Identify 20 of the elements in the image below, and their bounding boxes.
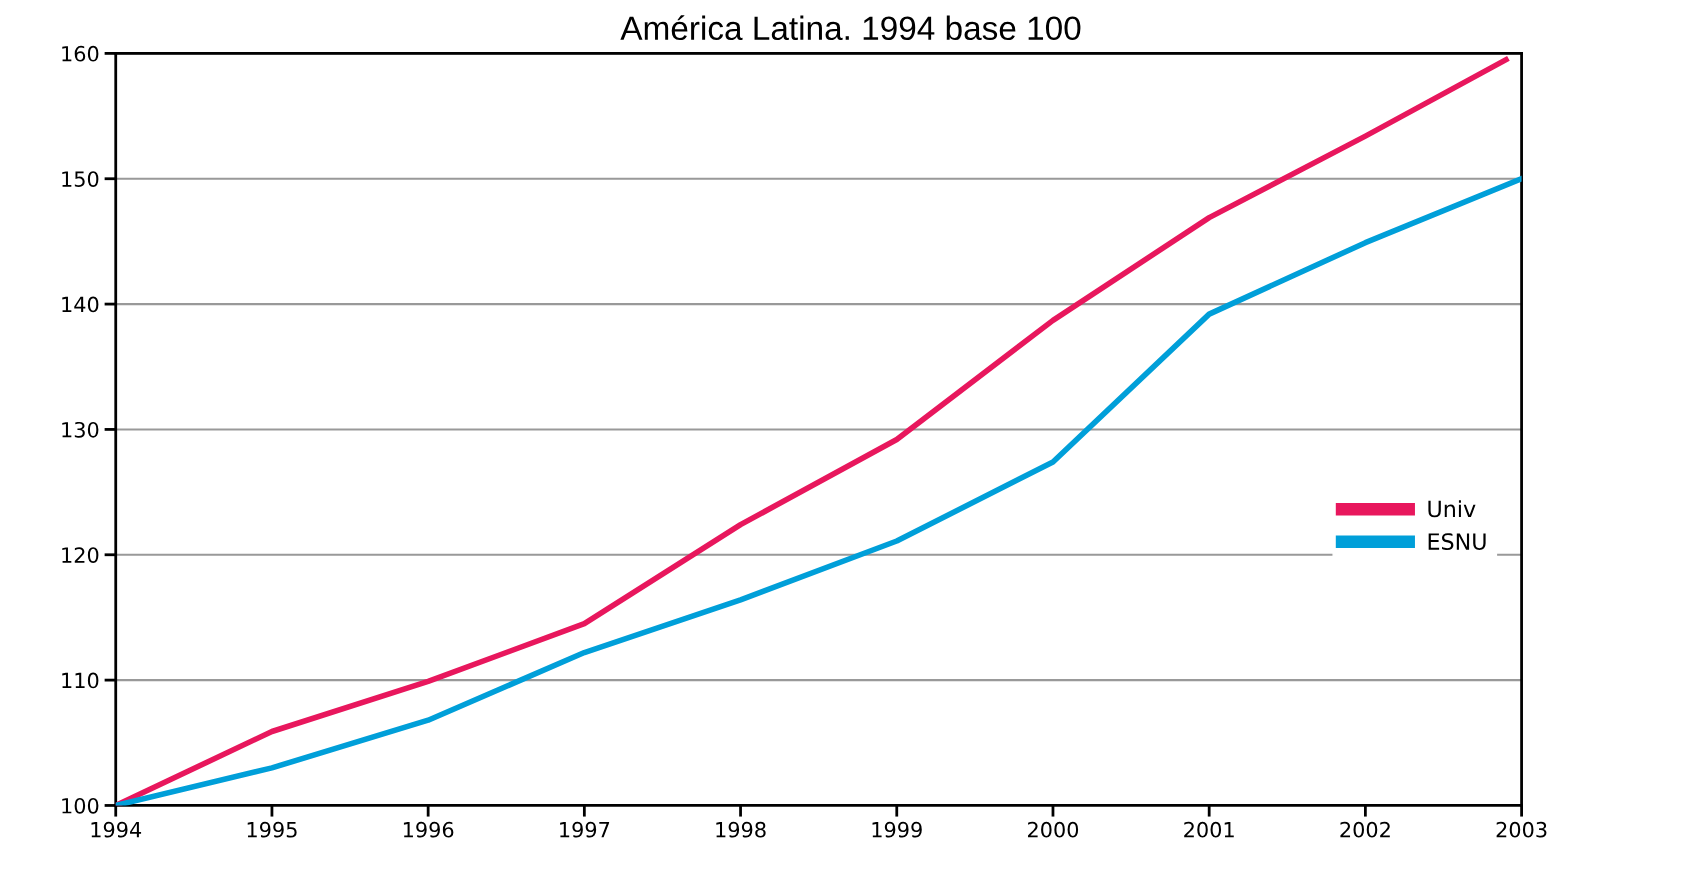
y-tick-label: 160 xyxy=(62,45,99,62)
x-tick-label: 1997 xyxy=(560,821,610,838)
legend-label: Univ xyxy=(1428,500,1476,518)
x-tick-label: 2002 xyxy=(1340,821,1390,838)
x-tick-label: 2001 xyxy=(1184,821,1234,838)
y-tick-label: 120 xyxy=(62,547,99,563)
x-tick-label: 1998 xyxy=(716,821,766,838)
chart-title: América Latina. 1994 base 100 xyxy=(620,15,1081,41)
x-tick-label: 1996 xyxy=(403,821,454,838)
x-tick-label: 2000 xyxy=(1027,821,1079,838)
y-tick-label: 140 xyxy=(62,296,99,313)
y-tick-label: 100 xyxy=(62,797,99,814)
x-tick-label: 1995 xyxy=(247,821,297,838)
legend-label: ESNU xyxy=(1428,533,1486,550)
y-tick-label: 130 xyxy=(62,421,99,438)
x-tick-label: 1999 xyxy=(872,821,922,838)
y-tick-label: 150 xyxy=(62,171,99,187)
x-tick-label: 1994 xyxy=(91,821,142,838)
y-tick-label: 110 xyxy=(62,672,99,689)
x-tick-label: 2003 xyxy=(1496,821,1547,838)
